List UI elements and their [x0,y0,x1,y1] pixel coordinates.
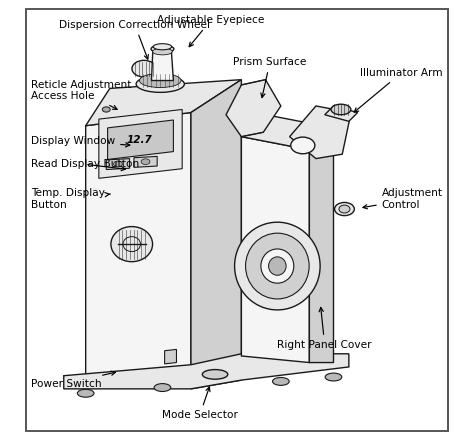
Polygon shape [241,113,334,150]
Ellipse shape [261,249,294,283]
Polygon shape [108,120,173,159]
Text: Power Switch: Power Switch [31,371,116,389]
Ellipse shape [139,73,181,88]
Ellipse shape [141,159,150,165]
Ellipse shape [154,384,171,392]
Ellipse shape [235,222,320,310]
Ellipse shape [111,227,153,262]
Text: 12.7: 12.7 [127,135,153,145]
Ellipse shape [132,60,156,77]
Ellipse shape [339,205,350,213]
Polygon shape [325,106,357,121]
Ellipse shape [269,257,286,275]
Ellipse shape [153,44,172,50]
Polygon shape [134,156,157,167]
Text: Read Display Button: Read Display Button [31,159,139,171]
Polygon shape [99,110,182,178]
Ellipse shape [246,233,309,299]
Text: Illuminator Arm: Illuminator Arm [354,68,442,112]
Ellipse shape [153,48,173,55]
Ellipse shape [151,45,174,53]
Polygon shape [86,80,241,126]
Ellipse shape [202,370,228,379]
Ellipse shape [136,76,184,92]
Polygon shape [152,48,173,81]
Polygon shape [241,137,310,363]
Ellipse shape [291,137,315,154]
Ellipse shape [114,161,122,167]
Ellipse shape [273,378,289,385]
Ellipse shape [102,107,110,112]
Polygon shape [64,354,349,389]
Ellipse shape [77,389,94,397]
Polygon shape [226,80,281,137]
Text: Temp. Display
Button: Temp. Display Button [31,188,110,210]
Polygon shape [106,158,129,169]
Text: Display Window: Display Window [31,136,130,147]
Text: Mode Selector: Mode Selector [162,387,237,420]
Text: Dispersion Correction Wheel: Dispersion Correction Wheel [59,20,210,59]
Text: Right Panel Cover: Right Panel Cover [277,308,372,350]
Polygon shape [290,106,351,158]
Polygon shape [310,128,334,363]
Text: Prism Surface: Prism Surface [233,57,307,98]
Polygon shape [191,356,241,389]
Ellipse shape [325,373,342,381]
Polygon shape [164,349,176,364]
Text: Adjustment
Control: Adjustment Control [363,188,443,210]
Ellipse shape [331,104,351,115]
Polygon shape [86,113,191,380]
Polygon shape [191,80,241,367]
Text: Reticle Adjustment
Access Hole: Reticle Adjustment Access Hole [31,80,131,109]
Text: Adjustable Eyepiece: Adjustable Eyepiece [157,15,264,47]
Ellipse shape [335,202,355,216]
